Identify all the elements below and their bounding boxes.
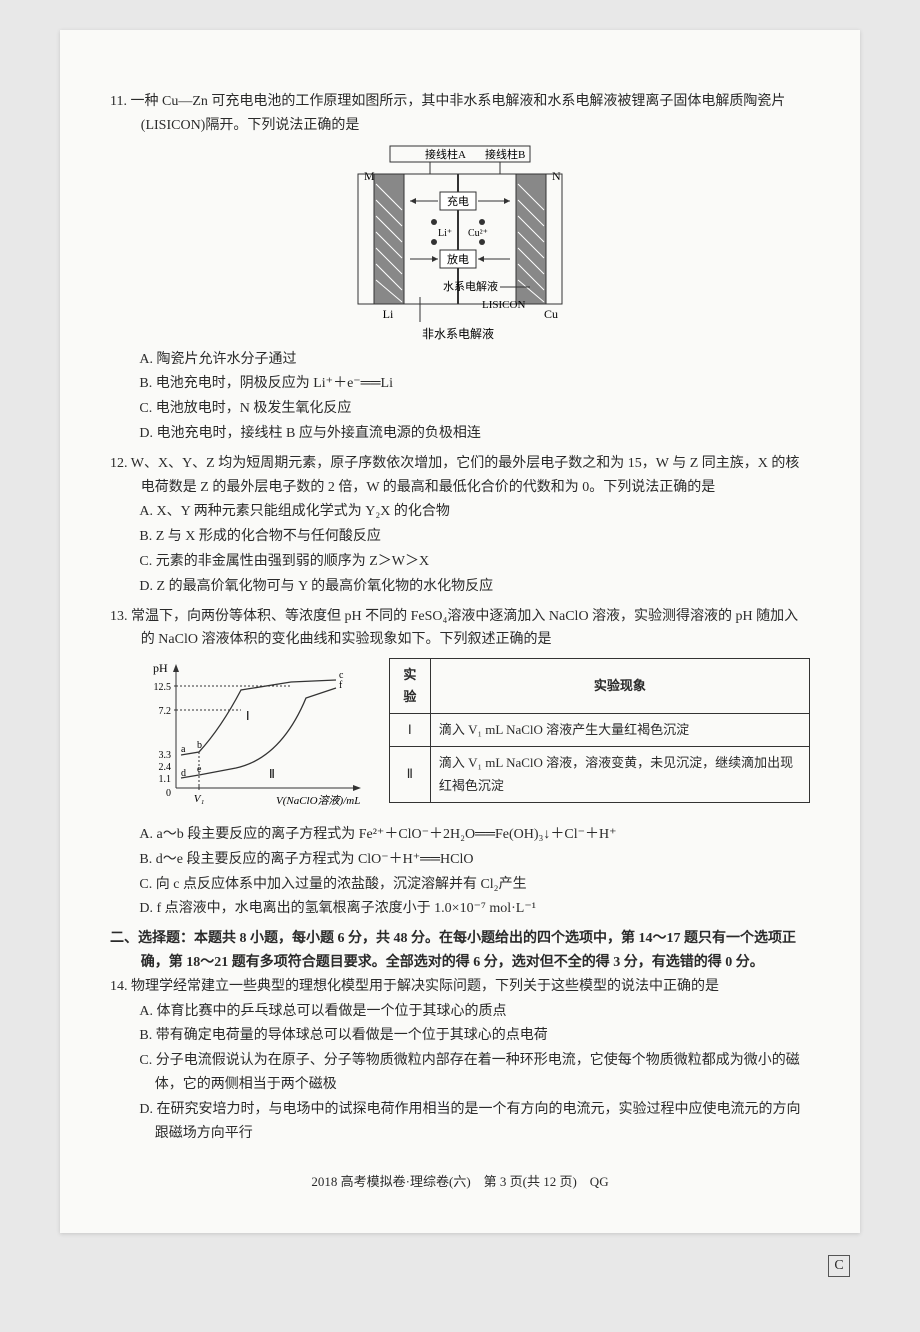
q13-figure-row: pH 12.5 7.2 3.3 2.4 1.1 0 V₁ V(NaClO溶液)/… bbox=[110, 658, 810, 817]
q14-stem: 14. 物理学经常建立一些典型的理想化模型用于解决实际问题，下列关于这些模型的说… bbox=[110, 975, 810, 999]
section-2-header: 二、选择题：本题共 8 小题，每小题 6 分，共 48 分。在每小题给出的四个选… bbox=[110, 927, 810, 975]
q11-stem: 11. 一种 Cu—Zn 可充电电池的工作原理如图所示，其中非水系电解液和水系电… bbox=[110, 90, 810, 138]
curve-I-label: Ⅰ bbox=[246, 709, 250, 723]
q14-number: 14. bbox=[110, 979, 128, 994]
q12-stem: 12. W、X、Y、Z 均为短周期元素，原子序数依次增加，它们的最外层电子数之和… bbox=[110, 452, 810, 500]
q11-opt-B: B. 电池充电时，阴极反应为 Li⁺＋e⁻══Li bbox=[110, 372, 810, 396]
question-11: 11. 一种 Cu—Zn 可充电电池的工作原理如图所示，其中非水系电解液和水系电… bbox=[110, 90, 810, 446]
ytick-1.1: 1.1 bbox=[158, 774, 171, 785]
pt-a: a bbox=[181, 744, 186, 755]
q11-opt-A: A. 陶瓷片允许水分子通过 bbox=[110, 348, 810, 372]
label-M: M bbox=[364, 169, 375, 183]
pt-d: d bbox=[181, 768, 186, 779]
label-discharge: 放电 bbox=[447, 252, 469, 266]
cell-phenom-1: 滴入 V₁ mL NaClO 溶液产生大量红褐色沉淀 bbox=[430, 714, 809, 747]
ytick-7.2: 7.2 bbox=[158, 706, 171, 717]
label-termA: 接线柱A bbox=[425, 147, 466, 161]
question-13: 13. 常温下，向两份等体积、等浓度但 pH 不同的 FeSO₄溶液中逐滴加入 … bbox=[110, 605, 810, 922]
ytick-0: 0 bbox=[166, 788, 171, 799]
q14-opt-B: B. 带有确定电荷量的导体球总可以看做是一个位于其球心的点电荷 bbox=[110, 1024, 810, 1048]
th-phenom: 实验现象 bbox=[430, 659, 809, 714]
pt-f: f bbox=[339, 680, 343, 691]
question-12: 12. W、X、Y、Z 均为短周期元素，原子序数依次增加，它们的最外层电子数之和… bbox=[110, 452, 810, 599]
exam-page: 11. 一种 Cu—Zn 可充电电池的工作原理如图所示，其中非水系电解液和水系电… bbox=[60, 30, 860, 1233]
label-CuPlus: Cu²⁺ bbox=[468, 228, 488, 239]
label-nonaqueous: 非水系电解液 bbox=[422, 326, 494, 341]
q12-stem-text: W、X、Y、Z 均为短周期元素，原子序数依次增加，它们的最外层电子数之和为 15… bbox=[131, 456, 800, 495]
q13-opt-C: C. 向 c 点反应体系中加入过量的浓盐酸，沉淀溶解并有 Cl₂产生 bbox=[110, 873, 810, 897]
q12-opt-D: D. Z 的最高价氧化物可与 Y 的最高价氧化物的水化物反应 bbox=[110, 575, 810, 599]
curve-II-label: Ⅱ bbox=[269, 767, 275, 781]
label-termB: 接线柱B bbox=[485, 147, 525, 161]
label-charge: 充电 bbox=[447, 194, 469, 208]
q14-stem-text: 物理学经常建立一些典型的理想化模型用于解决实际问题，下列关于这些模型的说法中正确… bbox=[131, 979, 719, 994]
experiment-table: 实验 实验现象 Ⅰ 滴入 V₁ mL NaClO 溶液产生大量红褐色沉淀 Ⅱ 滴… bbox=[389, 658, 810, 802]
corner-letter: C bbox=[828, 1255, 850, 1277]
ylabel: pH bbox=[153, 661, 168, 675]
xtick-V1: V₁ bbox=[194, 793, 205, 805]
q13-opt-B: B. d～e 段主要反应的离子方程式为 ClO⁻＋H⁺══HClO bbox=[110, 848, 810, 872]
ph-curve-diagram: pH 12.5 7.2 3.3 2.4 1.1 0 V₁ V(NaClO溶液)/… bbox=[141, 658, 371, 817]
q12-opt-B: B. Z 与 X 形成的化合物不与任何酸反应 bbox=[110, 525, 810, 549]
q14-opt-D: D. 在研究安培力时，与电场中的试探电荷作用相当的是一个有方向的电流元，实验过程… bbox=[110, 1098, 810, 1146]
label-N: N bbox=[552, 169, 561, 183]
question-14: 14. 物理学经常建立一些典型的理想化模型用于解决实际问题，下列关于这些模型的说… bbox=[110, 975, 810, 1146]
cell-phenom-2: 滴入 V₁ mL NaClO 溶液，溶液变黄，未见沉淀，继续滴加出现红褐色沉淀 bbox=[430, 747, 809, 802]
label-Cu: Cu bbox=[544, 307, 558, 321]
label-aqueous: 水系电解液 bbox=[443, 279, 498, 293]
q14-opt-A: A. 体育比赛中的乒乓球总可以看做是一个位于其球心的质点 bbox=[110, 1000, 810, 1024]
q11-number: 11. bbox=[110, 94, 127, 109]
q13-opt-D: D. f 点溶液中，水电离出的氢氧根离子浓度小于 1.0×10⁻⁷ mol·L⁻… bbox=[110, 897, 810, 921]
q11-stem-text: 一种 Cu—Zn 可充电电池的工作原理如图所示，其中非水系电解液和水系电解液被锂… bbox=[130, 94, 785, 133]
q13-number: 13. bbox=[110, 609, 128, 624]
q11-opt-D: D. 电池充电时，接线柱 B 应与外接直流电源的负极相连 bbox=[110, 422, 810, 446]
q13-stem-text: 常温下，向两份等体积、等浓度但 pH 不同的 FeSO₄溶液中逐滴加入 NaCl… bbox=[131, 609, 798, 648]
pt-b: b bbox=[197, 740, 202, 751]
q12-opt-A: A. X、Y 两种元素只能组成化学式为 Y₂X 的化合物 bbox=[110, 500, 810, 524]
cell-exp-2: Ⅱ bbox=[389, 747, 430, 802]
label-lisicon: LISICON bbox=[482, 299, 525, 311]
q12-opt-C: C. 元素的非金属性由强到弱的顺序为 Z＞W＞X bbox=[110, 550, 810, 574]
q14-opt-C: C. 分子电流假说认为在原子、分子等物质微粒内部存在着一种环形电流，它使每个物质… bbox=[110, 1049, 810, 1097]
q11-opt-C: C. 电池放电时，N 极发生氧化反应 bbox=[110, 397, 810, 421]
page-footer: 2018 高考模拟卷·理综卷(六) 第 3 页(共 12 页) QG bbox=[110, 1171, 810, 1193]
ytick-12.5: 12.5 bbox=[153, 682, 171, 693]
xlabel: V(NaClO溶液)/mL bbox=[276, 794, 360, 807]
ytick-2.4: 2.4 bbox=[158, 762, 171, 773]
battery-diagram: 接线柱A 接线柱B M N bbox=[330, 142, 590, 342]
label-Li: Li bbox=[383, 307, 394, 321]
table-row: Ⅱ 滴入 V₁ mL NaClO 溶液，溶液变黄，未见沉淀，继续滴加出现红褐色沉… bbox=[389, 747, 809, 802]
th-exp: 实验 bbox=[389, 659, 430, 714]
q12-number: 12. bbox=[110, 456, 128, 471]
ytick-3.3: 3.3 bbox=[158, 750, 171, 761]
label-LiPlus: Li⁺ bbox=[438, 228, 452, 239]
q13-opt-A: A. a～b 段主要反应的离子方程式为 Fe²⁺＋ClO⁻＋2H₂O══Fe(O… bbox=[110, 823, 810, 847]
cell-exp-1: Ⅰ bbox=[389, 714, 430, 747]
table-row: Ⅰ 滴入 V₁ mL NaClO 溶液产生大量红褐色沉淀 bbox=[389, 714, 809, 747]
q13-stem: 13. 常温下，向两份等体积、等浓度但 pH 不同的 FeSO₄溶液中逐滴加入 … bbox=[110, 605, 810, 653]
